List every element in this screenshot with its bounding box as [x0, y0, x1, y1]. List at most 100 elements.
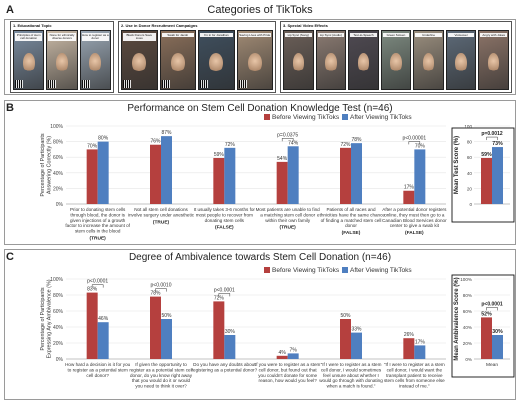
- data-label: 50%: [161, 313, 172, 319]
- y-tick-label: 40%: [53, 325, 64, 331]
- data-label: 54%: [277, 156, 288, 162]
- qr-code-icon: [48, 80, 57, 88]
- side-significance-bracket: [486, 136, 498, 141]
- bar: [403, 338, 415, 359]
- tiktok-thumbnail: Angry with Jokes: [478, 30, 509, 90]
- tiktok-thumbnail: None for ethnically diverse donors: [46, 30, 78, 90]
- tiktok-thumbnail: Green Screen: [380, 30, 412, 90]
- data-label: 70%: [415, 143, 426, 149]
- data-label: 76%: [150, 139, 161, 145]
- side-y-tick-label: 40%: [463, 325, 472, 330]
- person-figure: [390, 53, 402, 73]
- tiktok-thumbnail: Underline: [413, 30, 444, 90]
- data-label: 46%: [98, 316, 109, 322]
- y-tick-label: 80%: [53, 140, 64, 146]
- data-label: 87%: [161, 130, 172, 136]
- side-data-label: 73%: [492, 141, 503, 147]
- category-label: Patients of all races and ethnicities hav…: [317, 207, 385, 228]
- panel-b-letter: B: [6, 102, 14, 114]
- category-label: Do you have any doubts about registering …: [192, 362, 258, 372]
- tiktok-section: [10, 21, 114, 93]
- tiktok-caption: Underline: [415, 33, 442, 38]
- tiktok-thumbnail: I'm in for Jonathan: [198, 30, 235, 90]
- legend-label: Before Viewing TikToks: [272, 114, 340, 121]
- person-figure: [247, 53, 262, 73]
- side-data-label: 59%: [481, 152, 492, 158]
- bar: [224, 147, 236, 204]
- tiktok-section-header: 3. Special Video Effects: [283, 23, 328, 28]
- bar: [97, 141, 109, 204]
- y-tick-label: 0%: [56, 202, 64, 208]
- category-label: Prior to donating stem cells through bloo…: [65, 207, 130, 234]
- bar: [351, 332, 362, 359]
- significance-bracket: [91, 284, 104, 288]
- person-figure: [487, 53, 500, 73]
- panel-b-frame: [4, 100, 516, 245]
- person-figure: [357, 53, 370, 73]
- person-figure: [325, 53, 337, 73]
- tiktok-thumbnail: Swab for Jacob: [159, 30, 196, 90]
- category-answer-tag: (FALSE): [215, 225, 234, 231]
- side-bar: [492, 335, 503, 359]
- category-answer-tag: (TRUE): [280, 225, 297, 231]
- side-y-tick-label: 20%: [463, 341, 472, 346]
- legend-swatch: [342, 267, 348, 273]
- bar: [340, 319, 351, 359]
- data-label: 74%: [288, 140, 299, 146]
- person-figure: [56, 53, 68, 73]
- person-figure: [132, 53, 147, 73]
- y-tick-label: 20%: [53, 186, 64, 192]
- significance-bracket: [218, 293, 231, 297]
- tiktok-caption: Text-to-Speech: [350, 33, 377, 38]
- ambivalence-chart: Before Viewing TikToks After Viewing TikT…: [40, 267, 515, 389]
- significance-bracket: [281, 138, 294, 142]
- y-tick-label: 40%: [53, 171, 64, 177]
- tiktok-caption: Swab for Jacob: [161, 33, 194, 38]
- panel-b-title: Performance on Stem Cell Donation Knowle…: [127, 103, 393, 114]
- tiktok-thumbnail: Principles of stem cell donation: [13, 30, 45, 90]
- bar: [161, 136, 172, 204]
- tiktok-caption: Angry with Jokes: [480, 32, 507, 38]
- data-label: 50%: [340, 313, 351, 319]
- side-chart-frame: [451, 274, 515, 378]
- bar: [213, 301, 225, 359]
- side-data-label: 30%: [492, 329, 503, 335]
- p-value-label: p<0.0001: [214, 287, 235, 293]
- tiktok-caption: Saving Lives with Pride: [238, 32, 271, 38]
- tiktok-caption: How to register as a donor: [81, 32, 109, 41]
- side-p-value-label: p<0.0001: [481, 301, 502, 307]
- data-label: 30%: [225, 329, 236, 335]
- significance-bracket: [408, 141, 421, 145]
- data-label: 78%: [351, 137, 362, 143]
- side-y-tick-label: 80%: [463, 293, 472, 298]
- panel-a-frame: [4, 19, 516, 95]
- bar: [86, 149, 98, 204]
- tiktok-caption: Principles of stem cell donation: [15, 32, 43, 41]
- category-label: It usually takes 3-6 months for most peop…: [194, 207, 256, 223]
- bar: [403, 190, 415, 204]
- side-y-tick-label: 100%: [460, 277, 472, 282]
- y-tick-label: 0%: [56, 357, 64, 363]
- legend-swatch: [342, 114, 348, 120]
- legend-swatch: [264, 267, 270, 273]
- category-label: "If I were to register as a stem cell don…: [319, 362, 383, 389]
- bar: [287, 353, 299, 359]
- tiktok-caption: Lip Sync (Audio): [317, 33, 345, 38]
- tiktok-caption: Voiceover: [447, 33, 475, 38]
- side-y-tick-label: 0%: [465, 357, 472, 362]
- side-bar: [481, 317, 492, 359]
- person-figure: [455, 53, 467, 73]
- p-value-label: p<0.00001: [402, 135, 426, 141]
- person-figure: [422, 53, 435, 73]
- tiktok-caption: Green Screen: [382, 33, 410, 38]
- tiktok-thumbnail: Saving Lives with Pride: [236, 30, 273, 90]
- category-answer-tag: (FALSE): [405, 230, 424, 236]
- data-label: 33%: [351, 327, 362, 333]
- qr-code-icon: [238, 80, 247, 88]
- bar: [150, 296, 161, 359]
- tiktok-section: [118, 21, 276, 93]
- tiktok-thumbnail: Voiceover: [445, 30, 477, 90]
- qr-code-icon: [81, 80, 90, 88]
- y-tick-label: 60%: [53, 155, 64, 161]
